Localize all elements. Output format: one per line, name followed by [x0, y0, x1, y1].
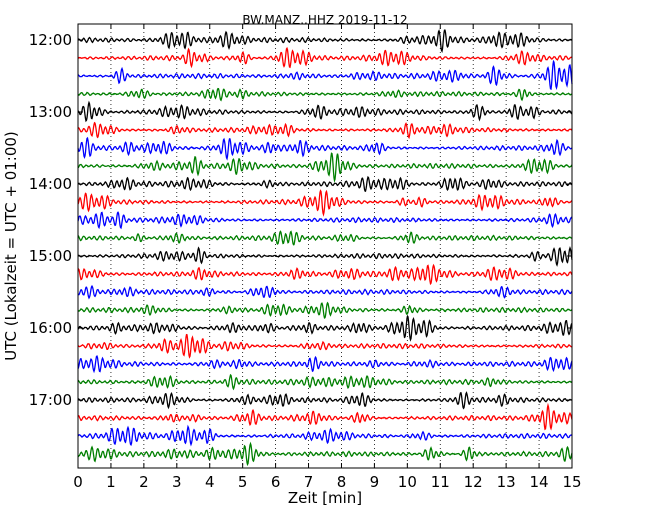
- trace-row-6: [77, 121, 573, 140]
- trace-row-23: [77, 424, 573, 447]
- x-tick-label: 9: [370, 473, 380, 491]
- y-axis-label: UTC (Lokalzeit = UTC + 01:00): [2, 131, 20, 361]
- trace-row-8: [77, 152, 573, 183]
- y-tick-label: 12:00: [29, 31, 72, 49]
- trace-row-3: [77, 59, 573, 91]
- trace-row-17: [77, 314, 573, 342]
- trace-row-12: [77, 230, 573, 246]
- trace-row-2: [77, 46, 573, 69]
- trace-row-14: [77, 263, 573, 286]
- trace-row-7: [77, 136, 573, 161]
- trace-row-10: [77, 189, 573, 217]
- x-tick-label: 15: [562, 473, 581, 491]
- x-axis-ticks: 0 1 2 3 4 5 6 7 8 9 10 11 12 13 14 15: [73, 24, 582, 491]
- y-tick-label: 13:00: [29, 103, 72, 121]
- y-tick-label: 15:00: [29, 247, 72, 265]
- y-tick-label: 16:00: [29, 319, 72, 337]
- trace-row-24: [77, 441, 573, 467]
- x-tick-label: 10: [398, 473, 417, 491]
- trace-row-21: [77, 391, 573, 410]
- x-tick-label: 12: [464, 473, 483, 491]
- trace-row-5: [77, 100, 573, 123]
- y-tick-label: 17:00: [29, 391, 72, 409]
- trace-row-20: [77, 373, 573, 391]
- y-axis-ticks: 12:00 13:00 14:00 15:00 16:00 17:00: [29, 31, 572, 409]
- trace-row-15: [77, 284, 573, 300]
- x-tick-label: 2: [139, 473, 149, 491]
- y-tick-label: 14:00: [29, 175, 72, 193]
- trace-rows: [77, 29, 573, 467]
- x-tick-label: 14: [530, 473, 549, 491]
- x-tick-label: 4: [205, 473, 215, 491]
- plot-frame: [77, 23, 573, 469]
- x-tick-label: 13: [497, 473, 516, 491]
- x-axis-label: Zeit [min]: [288, 489, 362, 507]
- x-tick-label: 5: [238, 473, 248, 491]
- x-tick-label: 1: [106, 473, 116, 491]
- trace-row-4: [77, 87, 573, 102]
- trace-row-1: [77, 29, 573, 54]
- x-tick-label: 3: [172, 473, 182, 491]
- trace-row-16: [77, 301, 573, 319]
- x-tick-label: 7: [304, 473, 314, 491]
- x-tick-label: 6: [271, 473, 281, 491]
- trace-row-19: [77, 355, 573, 374]
- x-tick-label: 11: [431, 473, 450, 491]
- trace-row-18: [77, 333, 573, 359]
- trace-row-11: [77, 211, 573, 230]
- x-tick-label: 0: [73, 473, 83, 491]
- trace-row-22: [77, 402, 573, 431]
- trace-row-9: [77, 175, 573, 193]
- chart-title: BW.MANZ..HHZ 2019-11-12: [242, 13, 407, 27]
- x-tick-label: 8: [337, 473, 347, 491]
- trace-row-13: [77, 245, 573, 267]
